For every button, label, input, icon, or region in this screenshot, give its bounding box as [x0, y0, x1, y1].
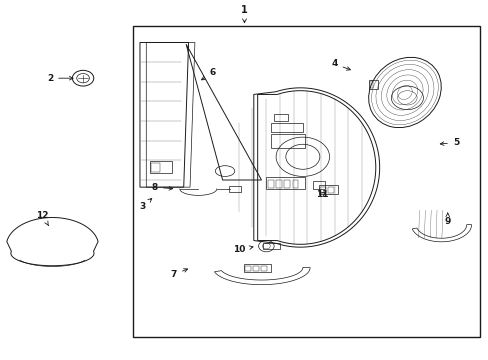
Bar: [369, 80, 377, 89]
Text: 2: 2: [47, 74, 73, 83]
Bar: [244, 264, 271, 272]
Bar: [369, 81, 372, 88]
Bar: [284, 180, 289, 188]
Bar: [327, 187, 333, 193]
Text: 9: 9: [444, 213, 450, 226]
Bar: [292, 180, 298, 188]
Text: 12: 12: [37, 211, 49, 225]
Bar: [320, 187, 325, 193]
Text: 4: 4: [330, 59, 350, 70]
Text: 1: 1: [241, 5, 247, 23]
Bar: [271, 134, 305, 148]
Bar: [266, 177, 305, 189]
Bar: [261, 266, 266, 271]
Text: 11: 11: [315, 190, 328, 199]
Text: 7: 7: [170, 269, 187, 279]
Bar: [318, 185, 338, 194]
Bar: [149, 161, 171, 173]
Bar: [273, 114, 287, 121]
Bar: [245, 266, 251, 271]
Bar: [132, 26, 479, 337]
Text: 10: 10: [233, 245, 252, 254]
Bar: [253, 266, 259, 271]
Bar: [267, 180, 273, 188]
Text: 8: 8: [151, 183, 172, 192]
Bar: [151, 163, 160, 172]
Bar: [312, 181, 324, 189]
Bar: [271, 123, 302, 132]
Text: 3: 3: [139, 198, 151, 211]
Text: 5: 5: [439, 138, 458, 147]
Bar: [228, 186, 241, 192]
Bar: [263, 243, 280, 249]
Bar: [276, 180, 282, 188]
Text: 6: 6: [201, 68, 216, 80]
